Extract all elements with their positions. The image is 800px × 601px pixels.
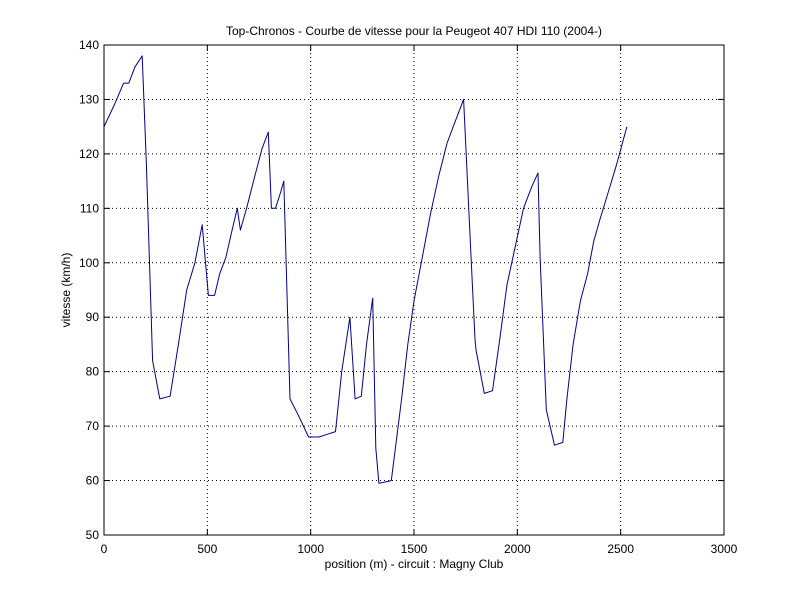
y-tick-label: 90 <box>86 310 100 324</box>
axes-frame <box>103 44 725 536</box>
y-tick-label: 70 <box>86 419 100 433</box>
speed-line <box>103 55 628 484</box>
y-tick-label: 130 <box>79 92 99 106</box>
x-tick-label: 2000 <box>504 542 531 556</box>
x-tick-label: 0 <box>101 542 108 556</box>
y-tick-label: 80 <box>86 365 100 379</box>
x-tick-label: 1000 <box>297 542 324 556</box>
x-tick-label: 500 <box>197 542 217 556</box>
y-tick-label: 50 <box>86 528 100 542</box>
x-tick-label: 1500 <box>401 542 428 556</box>
y-tick-label: 100 <box>79 256 99 270</box>
y-tick-label: 140 <box>79 38 99 52</box>
series <box>103 55 628 484</box>
x-tick-label: 2500 <box>607 542 634 556</box>
y-tick-label: 120 <box>79 147 99 161</box>
x-axis-label: position (m) - circuit : Magny Club <box>325 557 504 571</box>
x-tick-label: 3000 <box>711 542 738 556</box>
ticks: 0 500 1000 1500 2000 2500 3000 50 60 70 80 90 100 110… <box>79 38 738 556</box>
y-tick-label: 60 <box>86 474 100 488</box>
y-tick-label: 110 <box>80 201 99 215</box>
y-axis-label: vitesse (km/h) <box>59 253 73 328</box>
grid <box>104 45 724 535</box>
chart-title: Top-Chronos - Courbe de vitesse pour la … <box>226 24 602 38</box>
